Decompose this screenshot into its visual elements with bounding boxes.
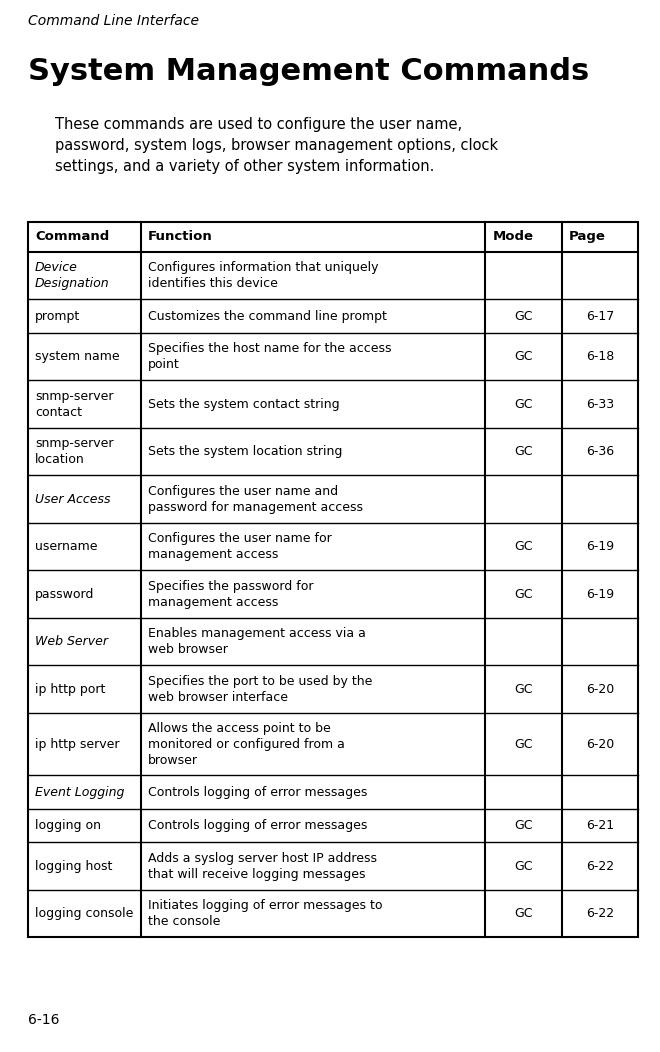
Text: 6-22: 6-22 xyxy=(586,907,614,920)
Text: ip http server: ip http server xyxy=(35,737,119,751)
Text: username: username xyxy=(35,541,98,553)
Text: logging console: logging console xyxy=(35,907,133,920)
Text: GC: GC xyxy=(514,445,533,459)
Text: These commands are used to configure the user name,
password, system logs, brows: These commands are used to configure the… xyxy=(55,117,498,174)
Text: ip http port: ip http port xyxy=(35,683,106,695)
Text: 6-16: 6-16 xyxy=(28,1013,59,1027)
Text: 6-33: 6-33 xyxy=(586,398,614,410)
Text: Specifies the host name for the access
point: Specifies the host name for the access p… xyxy=(148,342,391,371)
Text: Specifies the password for
management access: Specifies the password for management ac… xyxy=(148,580,314,609)
Text: 6-20: 6-20 xyxy=(585,737,614,751)
Text: 6-19: 6-19 xyxy=(586,541,614,553)
Text: Controls logging of error messages: Controls logging of error messages xyxy=(148,786,367,798)
Text: Function: Function xyxy=(148,230,213,243)
Text: Configures the user name and
password for management access: Configures the user name and password fo… xyxy=(148,485,363,513)
Text: GC: GC xyxy=(514,820,533,832)
Text: Event Logging: Event Logging xyxy=(35,786,124,798)
Text: System Management Commands: System Management Commands xyxy=(28,57,589,86)
Text: GC: GC xyxy=(514,309,533,323)
Text: password: password xyxy=(35,588,94,601)
Text: GC: GC xyxy=(514,398,533,410)
Text: 6-36: 6-36 xyxy=(586,445,614,459)
Text: Specifies the port to be used by the
web browser interface: Specifies the port to be used by the web… xyxy=(148,674,372,704)
Text: Initiates logging of error messages to
the console: Initiates logging of error messages to t… xyxy=(148,899,382,928)
Text: Sets the system contact string: Sets the system contact string xyxy=(148,398,339,410)
Text: Mode: Mode xyxy=(492,230,533,243)
Text: 6-22: 6-22 xyxy=(586,859,614,873)
Text: User Access: User Access xyxy=(35,492,110,506)
Text: Web Server: Web Server xyxy=(35,635,108,648)
Bar xyxy=(28,222,638,937)
Text: Page: Page xyxy=(569,230,606,243)
Text: GC: GC xyxy=(514,907,533,920)
Text: GC: GC xyxy=(514,541,533,553)
Text: Customizes the command line prompt: Customizes the command line prompt xyxy=(148,309,387,323)
Text: snmp-server
location: snmp-server location xyxy=(35,438,114,466)
Text: Device
Designation: Device Designation xyxy=(35,261,110,290)
Text: Command Line Interface: Command Line Interface xyxy=(28,14,199,28)
Text: 6-19: 6-19 xyxy=(586,588,614,601)
Text: GC: GC xyxy=(514,588,533,601)
Text: Sets the system location string: Sets the system location string xyxy=(148,445,343,459)
Text: Allows the access point to be
monitored or configured from a
browser: Allows the access point to be monitored … xyxy=(148,722,345,767)
Text: snmp-server
contact: snmp-server contact xyxy=(35,389,114,419)
Text: system name: system name xyxy=(35,350,119,363)
Text: GC: GC xyxy=(514,350,533,363)
Text: Command: Command xyxy=(35,230,110,243)
Text: GC: GC xyxy=(514,737,533,751)
Text: Enables management access via a
web browser: Enables management access via a web brow… xyxy=(148,627,366,656)
Text: 6-17: 6-17 xyxy=(585,309,614,323)
Text: GC: GC xyxy=(514,683,533,695)
Text: logging host: logging host xyxy=(35,859,112,873)
Text: GC: GC xyxy=(514,859,533,873)
Text: 6-21: 6-21 xyxy=(586,820,614,832)
Text: logging on: logging on xyxy=(35,820,101,832)
Text: prompt: prompt xyxy=(35,309,81,323)
Text: 6-18: 6-18 xyxy=(585,350,614,363)
Text: Adds a syslog server host IP address
that will receive logging messages: Adds a syslog server host IP address tha… xyxy=(148,852,377,881)
Text: Configures the user name for
management access: Configures the user name for management … xyxy=(148,532,331,562)
Text: 6-20: 6-20 xyxy=(585,683,614,695)
Text: Configures information that uniquely
identifies this device: Configures information that uniquely ide… xyxy=(148,261,378,290)
Text: Controls logging of error messages: Controls logging of error messages xyxy=(148,820,367,832)
